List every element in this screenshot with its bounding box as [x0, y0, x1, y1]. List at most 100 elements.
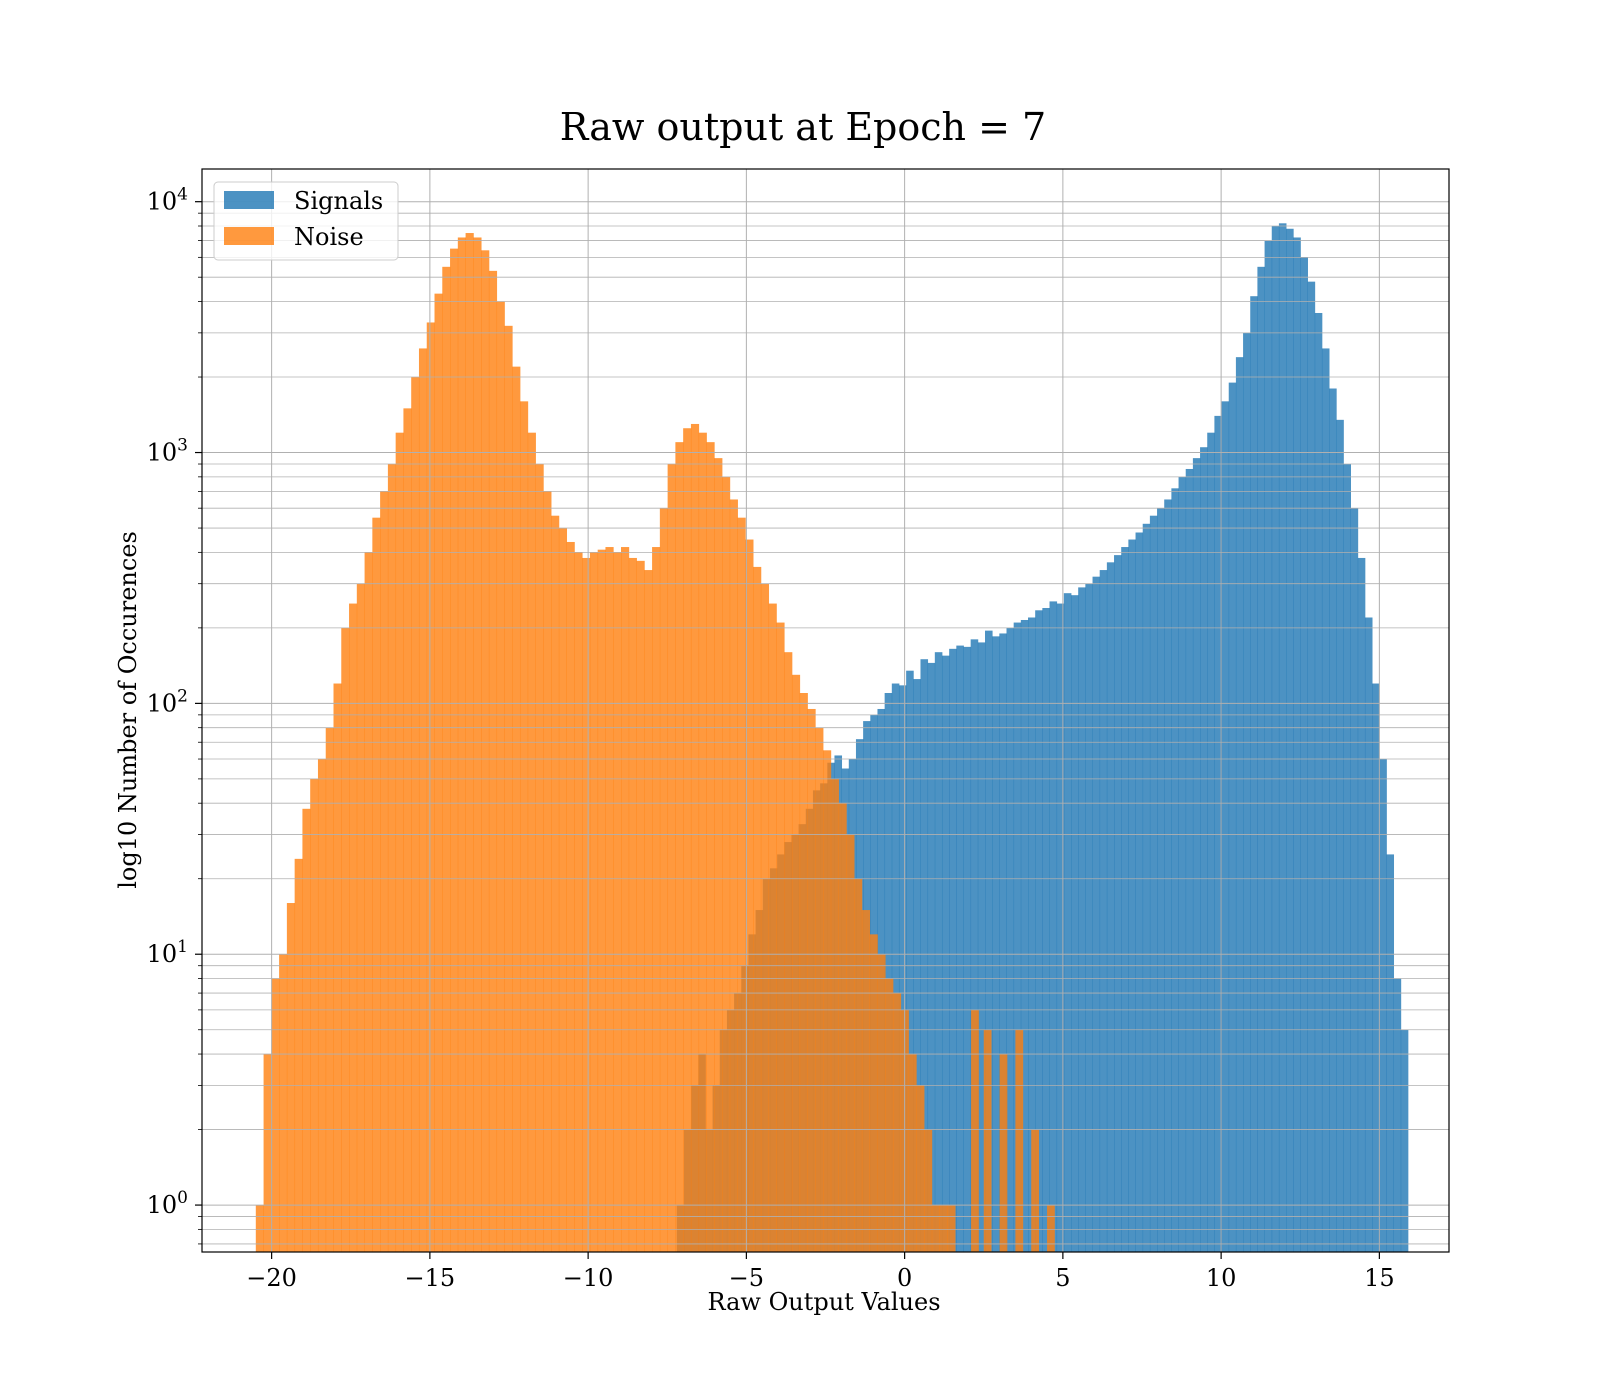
noise-bar — [481, 250, 490, 1252]
signals-bar — [898, 685, 907, 1252]
signals-bar — [1271, 226, 1280, 1252]
signals-bar — [949, 648, 957, 1252]
noise-bar — [488, 270, 498, 1252]
signals-bar — [1343, 464, 1351, 1252]
signals-bar — [1393, 978, 1402, 1252]
noise-bar — [613, 552, 622, 1252]
signals-bar — [1379, 759, 1387, 1252]
x-tick-label: 15 — [1364, 1264, 1395, 1292]
signals-bar — [1321, 348, 1330, 1252]
signals-bar — [1178, 476, 1187, 1253]
signals-bar — [1020, 619, 1029, 1252]
signals-bar — [1364, 617, 1373, 1252]
noise-bar — [799, 693, 808, 1252]
signals-bar — [1085, 583, 1093, 1252]
signals-bar — [1028, 617, 1036, 1252]
x-tick-label: 0 — [897, 1264, 912, 1292]
legend-swatch-signals — [224, 191, 274, 209]
y-axis-label: log10 Number of Occurences — [114, 531, 142, 889]
noise-bar — [931, 1205, 940, 1252]
noise-bar — [690, 423, 700, 1253]
noise-bar — [753, 566, 762, 1252]
signals-bar — [1243, 332, 1251, 1253]
signals-bar — [891, 683, 900, 1252]
signals-bar — [1214, 415, 1222, 1252]
noise-bar — [372, 517, 381, 1252]
signals-bar — [1135, 532, 1144, 1252]
signals-bar — [1121, 547, 1129, 1252]
noise-bar — [1047, 1205, 1055, 1252]
noise-bars — [255, 233, 1055, 1253]
noise-bar — [815, 727, 824, 1252]
noise-bar — [854, 878, 863, 1252]
noise-bar — [418, 348, 428, 1252]
noise-bar — [846, 834, 855, 1252]
legend-label-signals: Signals — [294, 187, 383, 215]
noise-bar — [939, 1205, 948, 1252]
noise-bar — [652, 547, 661, 1252]
signals-bar — [1164, 499, 1172, 1253]
signals-bar — [1400, 1029, 1409, 1252]
noise-bar — [473, 237, 482, 1253]
noise-bar — [271, 978, 280, 1252]
noise-bar — [496, 301, 505, 1252]
noise-bar — [426, 322, 435, 1253]
signals-bar — [992, 636, 1000, 1252]
noise-bar — [333, 683, 342, 1252]
noise-bar — [737, 517, 746, 1252]
signals-bar — [1063, 593, 1072, 1252]
noise-bar — [784, 652, 793, 1252]
noise-bar — [823, 750, 832, 1252]
signals-bar — [1307, 281, 1316, 1252]
noise-bar — [869, 934, 878, 1252]
noise-bar — [659, 508, 669, 1252]
noise-bar — [714, 458, 723, 1252]
noise-bar — [621, 547, 630, 1252]
noise-bar — [504, 325, 513, 1252]
noise-bar — [698, 432, 707, 1252]
chart-title: Raw output at Epoch = 7 — [560, 105, 1046, 149]
noise-bar — [558, 528, 568, 1252]
noise-bar — [325, 727, 334, 1252]
signals-bar — [1200, 447, 1208, 1253]
noise-bar — [255, 1205, 264, 1252]
noise-bar — [830, 778, 839, 1252]
signals-bar — [1149, 515, 1158, 1252]
noise-bar — [582, 557, 591, 1252]
signals-bar — [1071, 595, 1079, 1252]
noise-bar — [838, 803, 847, 1252]
x-tick-label: −5 — [729, 1264, 764, 1292]
noise-bar — [776, 622, 785, 1252]
noise-bar — [644, 570, 653, 1252]
noise-bar — [349, 603, 358, 1252]
signals-bar — [1329, 388, 1337, 1252]
legend: Signals Noise — [213, 181, 399, 261]
signals-bar — [1049, 601, 1058, 1252]
noise-bar — [356, 583, 365, 1252]
noise-bar — [722, 476, 731, 1253]
signals-bar — [1235, 357, 1244, 1252]
noise-bar — [745, 539, 754, 1252]
signals-bar — [1286, 228, 1294, 1252]
signals-bar — [1157, 508, 1165, 1252]
noise-bar — [387, 464, 397, 1252]
signals-bar — [1185, 468, 1194, 1253]
signals-bar — [1128, 539, 1136, 1252]
noise-bar — [605, 547, 614, 1252]
noise-bar — [885, 978, 894, 1252]
noise-bar — [317, 759, 327, 1252]
signals-bar — [1264, 240, 1273, 1253]
signals-bar — [906, 670, 914, 1252]
x-tick-label: −15 — [405, 1264, 456, 1292]
noise-bar — [535, 464, 544, 1252]
x-axis-ticks: −20 −15 −10 −5 0 5 10 15 — [246, 1252, 1395, 1292]
axes-frame — [201, 168, 1450, 1253]
gridlines — [202, 169, 1449, 1252]
noise-bar — [263, 1054, 272, 1252]
y-axis-ticks: 100 101 102 103 104 — [147, 185, 202, 1245]
noise-bar — [999, 1054, 1008, 1252]
noise-bar — [861, 910, 871, 1252]
noise-bar — [706, 442, 715, 1252]
y-tick-label: 102 — [147, 686, 188, 717]
